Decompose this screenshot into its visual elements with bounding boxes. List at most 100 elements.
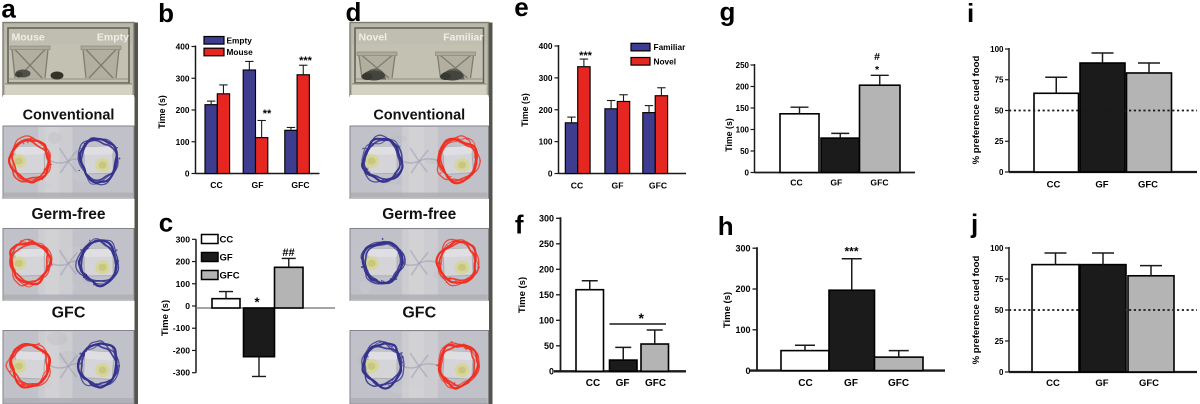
svg-text:*: * (875, 64, 880, 76)
svg-text:250: 250 (736, 61, 750, 70)
svg-text:50: 50 (740, 147, 749, 156)
svg-text:300: 300 (539, 214, 554, 224)
svg-text:Time (s): Time (s) (160, 300, 171, 336)
svg-text:GF: GF (1095, 378, 1108, 389)
svg-text:Empty: Empty (97, 32, 129, 44)
svg-text:Familiar: Familiar (654, 42, 687, 52)
svg-text:0: 0 (745, 168, 750, 177)
svg-text:GF: GF (616, 378, 630, 389)
svg-text:h: h (718, 211, 734, 241)
svg-text:GF: GF (1095, 180, 1108, 191)
svg-text:j: j (970, 209, 978, 239)
svg-text:Time (s): Time (s) (520, 93, 530, 127)
svg-text:300: 300 (176, 234, 191, 244)
svg-text:0: 0 (185, 169, 190, 179)
svg-text:CC: CC (586, 378, 600, 389)
svg-text:CC: CC (1047, 180, 1061, 191)
svg-text:GFC: GFC (1139, 378, 1159, 389)
svg-text:CC: CC (210, 180, 222, 190)
svg-text:GFC: GFC (220, 270, 240, 281)
svg-text:Conventional: Conventional (23, 108, 115, 124)
svg-text:b: b (158, 0, 174, 28)
svg-text:% preference cued food: % preference cued food (971, 55, 982, 164)
svg-text:**: ** (263, 108, 272, 120)
svg-text:150: 150 (736, 104, 750, 113)
svg-text:GFC: GFC (402, 305, 436, 322)
svg-text:0: 0 (999, 168, 1004, 177)
svg-text:*: * (254, 295, 260, 310)
svg-text:c: c (159, 207, 173, 237)
svg-text:100: 100 (539, 316, 554, 326)
svg-text:100: 100 (736, 125, 750, 134)
svg-text:0: 0 (548, 169, 553, 179)
svg-text:GFC: GFC (888, 378, 909, 389)
svg-text:e: e (514, 0, 528, 22)
svg-text:GFC: GFC (645, 378, 666, 389)
svg-text:f: f (515, 210, 524, 240)
svg-text:GFC: GFC (52, 305, 86, 322)
svg-text:#: # (874, 51, 880, 63)
svg-text:GFC: GFC (1138, 180, 1158, 191)
svg-text:-200: -200 (173, 345, 190, 355)
svg-text:0: 0 (745, 366, 750, 376)
svg-text:GFC: GFC (291, 180, 309, 190)
svg-text:100: 100 (990, 244, 1004, 253)
svg-text:300: 300 (539, 73, 553, 83)
svg-text:200: 200 (736, 82, 750, 91)
svg-text:GF: GF (844, 378, 858, 389)
svg-text:200: 200 (735, 284, 750, 294)
svg-text:150: 150 (539, 290, 554, 300)
svg-text:0: 0 (185, 301, 190, 311)
svg-text:Mouse: Mouse (227, 47, 254, 57)
svg-text:GFC: GFC (870, 178, 888, 188)
svg-text:CC: CC (790, 178, 802, 188)
svg-text:Germ-free: Germ-free (31, 206, 105, 223)
svg-text:CC: CC (571, 181, 583, 191)
svg-text:100: 100 (176, 279, 191, 289)
svg-text:100: 100 (990, 45, 1004, 54)
svg-text:100: 100 (735, 325, 750, 335)
svg-text:200: 200 (539, 105, 553, 115)
svg-text:Time (s): Time (s) (157, 95, 167, 129)
svg-text:-300: -300 (173, 368, 190, 378)
svg-text:50: 50 (544, 341, 554, 351)
svg-text:0: 0 (549, 367, 554, 377)
svg-text:50: 50 (995, 306, 1004, 315)
svg-text:25: 25 (995, 137, 1004, 146)
svg-text:Novel: Novel (359, 32, 388, 44)
svg-text:GF: GF (830, 178, 842, 188)
svg-text:CC: CC (798, 378, 812, 389)
svg-text:Mouse: Mouse (12, 32, 45, 44)
svg-text:Germ-free: Germ-free (382, 206, 456, 223)
svg-text:d: d (346, 0, 362, 27)
svg-text:Time (s): Time (s) (722, 292, 733, 328)
svg-text:##: ## (282, 247, 294, 259)
svg-text:***: *** (579, 50, 593, 62)
svg-text:75: 75 (995, 76, 1004, 85)
svg-text:GFC: GFC (649, 181, 667, 191)
svg-text:100: 100 (539, 137, 553, 147)
svg-text:***: *** (844, 245, 858, 259)
svg-text:i: i (967, 0, 974, 28)
svg-text:250: 250 (539, 239, 554, 249)
svg-text:75: 75 (995, 275, 1004, 284)
svg-text:Novel: Novel (654, 56, 677, 66)
svg-text:300: 300 (176, 73, 190, 83)
svg-text:g: g (720, 0, 736, 27)
svg-text:400: 400 (176, 42, 190, 52)
svg-text:Time (s): Time (s) (517, 277, 528, 313)
svg-text:400: 400 (539, 41, 553, 51)
svg-text:GF: GF (220, 252, 233, 263)
svg-text:Familiar: Familiar (443, 32, 483, 44)
svg-text:Conventional: Conventional (373, 108, 465, 124)
svg-text:% preference cued food: % preference cued food (971, 255, 982, 364)
svg-text:a: a (1, 0, 16, 23)
svg-text:*: * (638, 310, 644, 326)
svg-text:-100: -100 (173, 323, 190, 333)
svg-text:200: 200 (176, 257, 191, 267)
svg-text:CC: CC (1046, 378, 1060, 389)
svg-text:300: 300 (735, 243, 750, 253)
svg-text:Empty: Empty (227, 35, 253, 45)
svg-text:0: 0 (999, 368, 1004, 377)
svg-text:200: 200 (539, 265, 554, 275)
